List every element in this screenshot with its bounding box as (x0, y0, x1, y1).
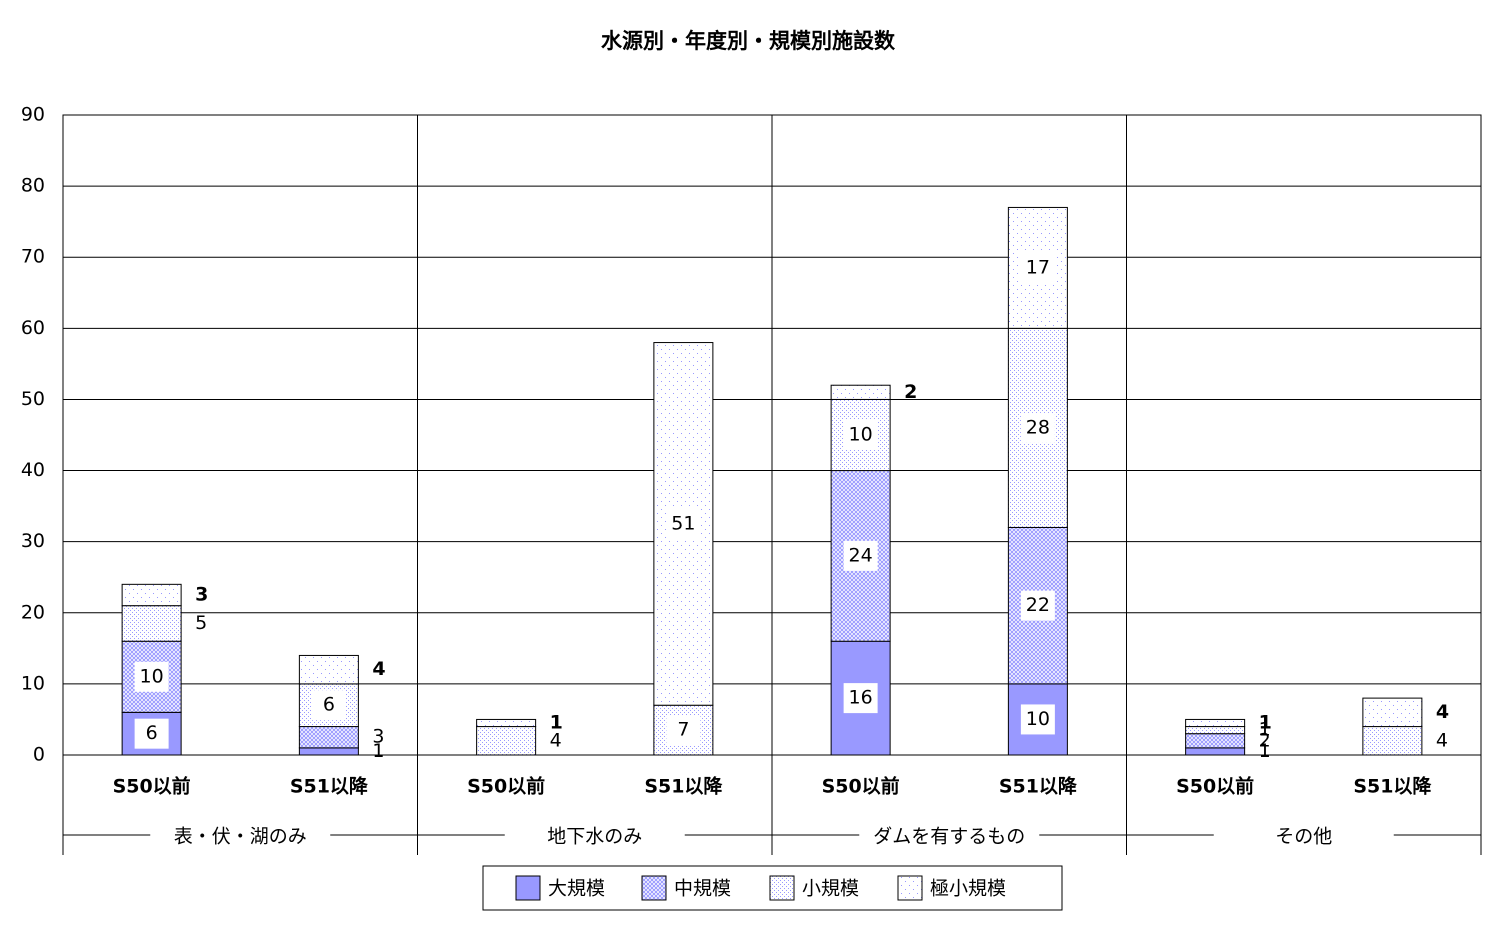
y-tick-label: 70 (21, 246, 45, 268)
data-label: 2 (1259, 729, 1271, 751)
legend-swatch (897, 875, 923, 901)
bar-segment (1362, 726, 1423, 756)
data-label: 7 (677, 719, 689, 741)
data-label: 28 (1026, 416, 1050, 438)
group-label: その他 (1275, 826, 1332, 848)
y-tick-label: 40 (21, 459, 45, 481)
x-tick-label: S50以前 (467, 775, 545, 798)
label-box (843, 420, 878, 450)
data-label: 1 (1259, 712, 1272, 734)
x-tick-label: S50以前 (113, 775, 191, 798)
label-box (843, 683, 878, 714)
group-label: 表・伏・湖のみ (174, 826, 307, 848)
y-tick-label: 0 (33, 744, 45, 766)
data-label: 1 (1259, 719, 1271, 741)
label-box (666, 508, 701, 539)
data-label: 4 (550, 729, 562, 751)
data-label: 51 (671, 512, 695, 534)
data-label: 5 (195, 612, 207, 634)
y-tick-label: 50 (21, 388, 45, 410)
legend-label: 大規模 (548, 878, 605, 900)
data-label: 3 (372, 726, 384, 748)
data-label: 6 (323, 694, 335, 716)
label-box (1020, 590, 1055, 621)
label-box (1020, 704, 1055, 735)
y-tick-label: 10 (21, 672, 45, 694)
x-tick-label: S51以降 (644, 775, 723, 798)
bar-segment (1185, 733, 1246, 749)
y-tick-label: 80 (21, 175, 45, 197)
data-label: 1 (550, 712, 563, 734)
data-label: 22 (1026, 594, 1050, 616)
chart-title: 水源別・年度別・規模別施設数 (601, 29, 896, 53)
x-tick-label: S51以降 (290, 775, 369, 798)
bar-segment (830, 384, 891, 400)
legend-label: 極小規模 (930, 878, 1006, 900)
bar-segment (298, 726, 359, 749)
data-label: 10 (140, 665, 164, 687)
data-label: 10 (1026, 708, 1050, 730)
label-box (666, 715, 701, 746)
data-label: 4 (1436, 701, 1449, 723)
legend-swatch (515, 875, 541, 901)
bar-segment (298, 654, 359, 685)
bar-segment (1185, 747, 1246, 756)
label-box (311, 690, 346, 721)
x-tick-label: S51以降 (999, 775, 1078, 798)
legend-swatch (641, 875, 667, 901)
data-label: 4 (372, 658, 385, 680)
data-label: 1 (1259, 740, 1271, 762)
data-label: 6 (146, 722, 158, 744)
x-tick-label: S50以前 (1176, 775, 1254, 798)
data-label: 24 (849, 544, 873, 566)
group-label: 地下水のみ (547, 826, 642, 848)
data-label: 4 (1436, 729, 1448, 751)
label-box (1020, 252, 1055, 283)
bar-segment (476, 726, 537, 756)
data-label: 1 (372, 740, 384, 762)
x-tick-label: S50以前 (822, 775, 900, 798)
label-box (134, 661, 169, 692)
legend-label: 小規模 (802, 878, 859, 900)
bar-segment (1362, 697, 1423, 728)
y-tick-label: 90 (21, 104, 45, 126)
data-label: 2 (904, 381, 917, 403)
group-label: ダムを有するもの (873, 826, 1025, 848)
label-box (843, 540, 878, 571)
legend-swatch (769, 875, 795, 901)
bar-segment (476, 718, 537, 728)
data-label: 10 (849, 424, 873, 446)
y-tick-label: 20 (21, 601, 45, 623)
y-tick-label: 30 (21, 530, 45, 552)
legend-label: 中規模 (674, 878, 731, 900)
bar-segment (121, 605, 182, 642)
data-label: 17 (1026, 256, 1050, 278)
data-label: 3 (195, 584, 208, 606)
bar-segment (298, 747, 359, 756)
x-tick-label: S51以降 (1353, 775, 1432, 798)
data-label: 16 (849, 687, 873, 709)
bar-segment (1185, 726, 1246, 735)
bar-segment (121, 583, 182, 607)
label-box (1020, 412, 1055, 443)
label-box (134, 718, 169, 749)
bar-segment (1185, 718, 1246, 728)
y-tick-label: 60 (21, 317, 45, 339)
